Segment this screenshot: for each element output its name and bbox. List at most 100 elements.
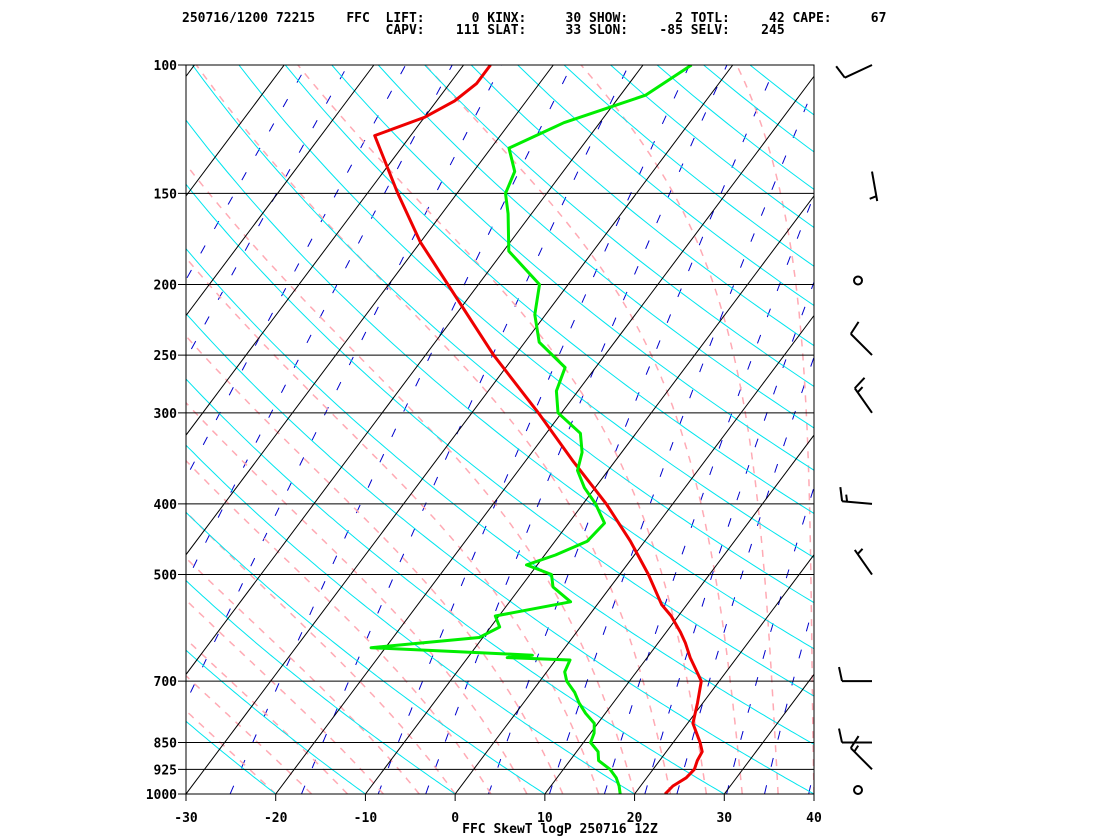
dry-adiabat-line (563, 65, 814, 267)
dry-adiabat-line (186, 511, 546, 794)
wind-barb-half-feather (856, 548, 864, 555)
dry-adiabat-line (703, 65, 814, 153)
x-tick-label: 20 (627, 811, 643, 826)
x-axis-ticks: -30 -20 -10 0 10 20 30 40 (174, 794, 822, 826)
mixing-ratio-line (548, 86, 814, 794)
isotherms (0, 65, 814, 794)
wind-barb-feather (849, 735, 860, 749)
y-axis-ticks: 100 150 200 250 300 400 500 700 850 925 1000 (146, 59, 177, 803)
header-line-2: CAPV: 111 SLAT: 33 SLON: -85 SELV: 245 (182, 23, 785, 38)
isotherm-line (634, 553, 814, 794)
moist-adiabat-line (186, 709, 277, 794)
wind-barb-half-feather (856, 386, 864, 394)
wind-barb-half-feather (845, 494, 849, 502)
mixing-ratio-line (229, 65, 573, 794)
isobars (178, 64, 814, 795)
y-tick-label: 700 (154, 675, 178, 690)
dry-adiabat-line (186, 579, 456, 794)
moist-adiabat-line (424, 65, 743, 794)
dry-adiabat-line (424, 65, 814, 388)
y-tick-label: 850 (154, 737, 178, 752)
mixing-ratio-line (764, 601, 814, 794)
dry-adiabat-line (238, 65, 814, 559)
dewpoint-profile (369, 65, 693, 794)
mixing-ratio-line (301, 65, 630, 794)
isotherm-line (365, 195, 814, 794)
isotherm-line (186, 65, 554, 556)
dry-adiabat-line (284, 65, 814, 515)
profiles (369, 65, 704, 794)
moist-adiabat-line (186, 510, 456, 794)
mixing-ratio-line (808, 768, 814, 794)
isotherm-line (0, 65, 15, 794)
dry-adiabat-line (656, 65, 814, 191)
wind-barb-feather (854, 377, 866, 389)
y-tick-label: 250 (154, 349, 178, 364)
wind-barb-staff (850, 333, 873, 356)
x-tick-label: 10 (537, 811, 553, 826)
x-tick-label: -30 (174, 811, 198, 826)
y-tick-label: 200 (154, 278, 178, 293)
calm-wind-marker (853, 785, 863, 795)
header-line-1: 250716/1200 72215 FFC LIFT: 0 KINX: 30 S… (182, 11, 886, 26)
isotherm-line (723, 673, 814, 794)
moist-adiabat-line (186, 674, 313, 794)
x-tick-label: -10 (354, 811, 378, 826)
wind-barb-feather (838, 728, 843, 743)
wind-barb-staff (871, 171, 879, 202)
isotherm-line (186, 65, 644, 676)
dry-adiabat-line (331, 65, 814, 471)
isotherm-line (186, 65, 734, 794)
isotherm-line (454, 314, 814, 794)
moist-adiabat-line (186, 256, 600, 794)
wind-barb-feather (838, 666, 843, 682)
moist-adiabat-line (186, 556, 420, 794)
dry-adiabat-line (377, 65, 814, 429)
temperature-profile (373, 65, 704, 794)
mixing-ratio-line (603, 194, 814, 794)
y-tick-label: 1000 (146, 788, 177, 803)
isotherm-line (186, 65, 285, 197)
mixing-ratio-line (186, 65, 407, 479)
y-tick-label: 100 (154, 59, 178, 74)
moist-adiabats (186, 65, 814, 794)
mixing-ratio-line (425, 65, 728, 794)
moist-adiabat-line (186, 163, 636, 794)
calm-wind-marker (853, 275, 863, 286)
moist-adiabat-line (195, 65, 672, 794)
mixing-ratio-line (726, 485, 814, 794)
moist-adiabat-line (186, 638, 349, 794)
isotherm-line (0, 65, 105, 794)
y-tick-label: 400 (154, 498, 178, 513)
mixing-ratio-line (186, 65, 453, 583)
dry-adiabat-line (186, 444, 635, 794)
dry-adiabat-line (186, 649, 366, 794)
isotherm-line (544, 434, 814, 794)
isotherm-line (186, 65, 465, 436)
mixing-ratio-line (676, 355, 814, 794)
wind-barb-half-feather (869, 195, 877, 200)
x-tick-label: 30 (716, 811, 732, 826)
isotherm-line (813, 793, 814, 794)
mixing-ratio-line (377, 65, 690, 794)
x-tick-label: -20 (264, 811, 288, 826)
isotherm-line (186, 65, 375, 317)
moist-adiabat-line (297, 65, 708, 794)
x-tick-label: 40 (806, 811, 822, 826)
dry-adiabat-line (186, 312, 814, 794)
y-tick-label: 500 (154, 569, 178, 584)
moist-adiabat-line (186, 401, 528, 794)
moist-adiabat-line (186, 599, 384, 794)
wind-barb-feather (839, 486, 844, 502)
mixing-ratio-line (644, 280, 814, 794)
y-tick-label: 150 (154, 187, 178, 202)
wind-barb-half-feather (853, 745, 860, 753)
wind-barb-feather (835, 65, 846, 79)
wind-barbs (835, 64, 879, 795)
chart-title: FFC SkewT logP 250716 12Z (462, 822, 658, 837)
wind-barb-staff (844, 64, 873, 79)
y-tick-label: 925 (154, 763, 177, 778)
dry-adiabat-line (186, 119, 814, 650)
